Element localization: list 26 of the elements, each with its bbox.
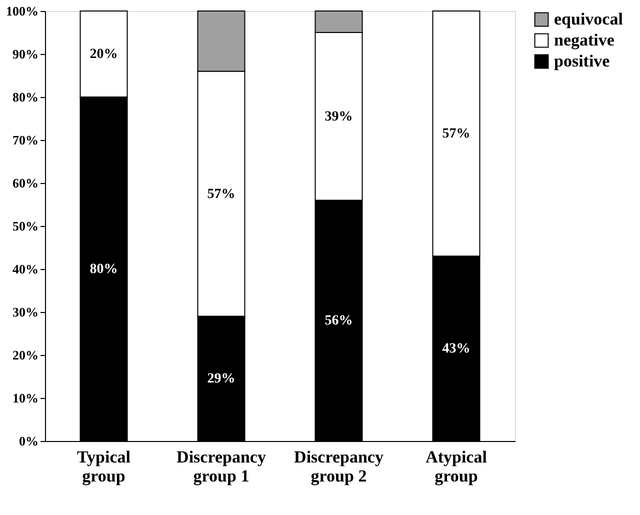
data-label: 43% bbox=[442, 342, 470, 357]
legend-label: negative bbox=[554, 30, 615, 50]
legend-label: equivocal bbox=[554, 10, 624, 28]
x-tick-label: Discrepancy group 2 bbox=[294, 448, 384, 486]
data-label: 56% bbox=[324, 314, 353, 329]
x-tick-label: Typical group bbox=[76, 448, 131, 486]
data-label: 39% bbox=[324, 109, 353, 124]
y-tick-label: 20% bbox=[12, 348, 38, 362]
y-tick-label: 60% bbox=[12, 176, 38, 190]
x-tick-label: Discrepancy group 1 bbox=[176, 448, 266, 486]
y-tick-label: 70% bbox=[12, 132, 38, 148]
y-tick-label: 50% bbox=[12, 218, 38, 234]
x-tick-label: Atypical group bbox=[426, 448, 488, 486]
y-tick-label: 0% bbox=[19, 434, 38, 448]
y-tick-label: 90% bbox=[12, 46, 38, 62]
data-label: 57% bbox=[442, 126, 470, 142]
legend-label: positive bbox=[554, 52, 610, 70]
y-tick-label: 40% bbox=[12, 262, 38, 276]
y-tick-label: 80% bbox=[12, 90, 38, 104]
data-label: 57% bbox=[207, 186, 236, 202]
y-tick-label: 10% bbox=[12, 390, 38, 406]
y-tick-label: 100% bbox=[6, 4, 38, 18]
y-tick-label: 30% bbox=[12, 304, 38, 320]
data-label: 20% bbox=[90, 47, 118, 62]
data-label: 29% bbox=[207, 372, 236, 387]
data-label: 80% bbox=[90, 262, 118, 277]
